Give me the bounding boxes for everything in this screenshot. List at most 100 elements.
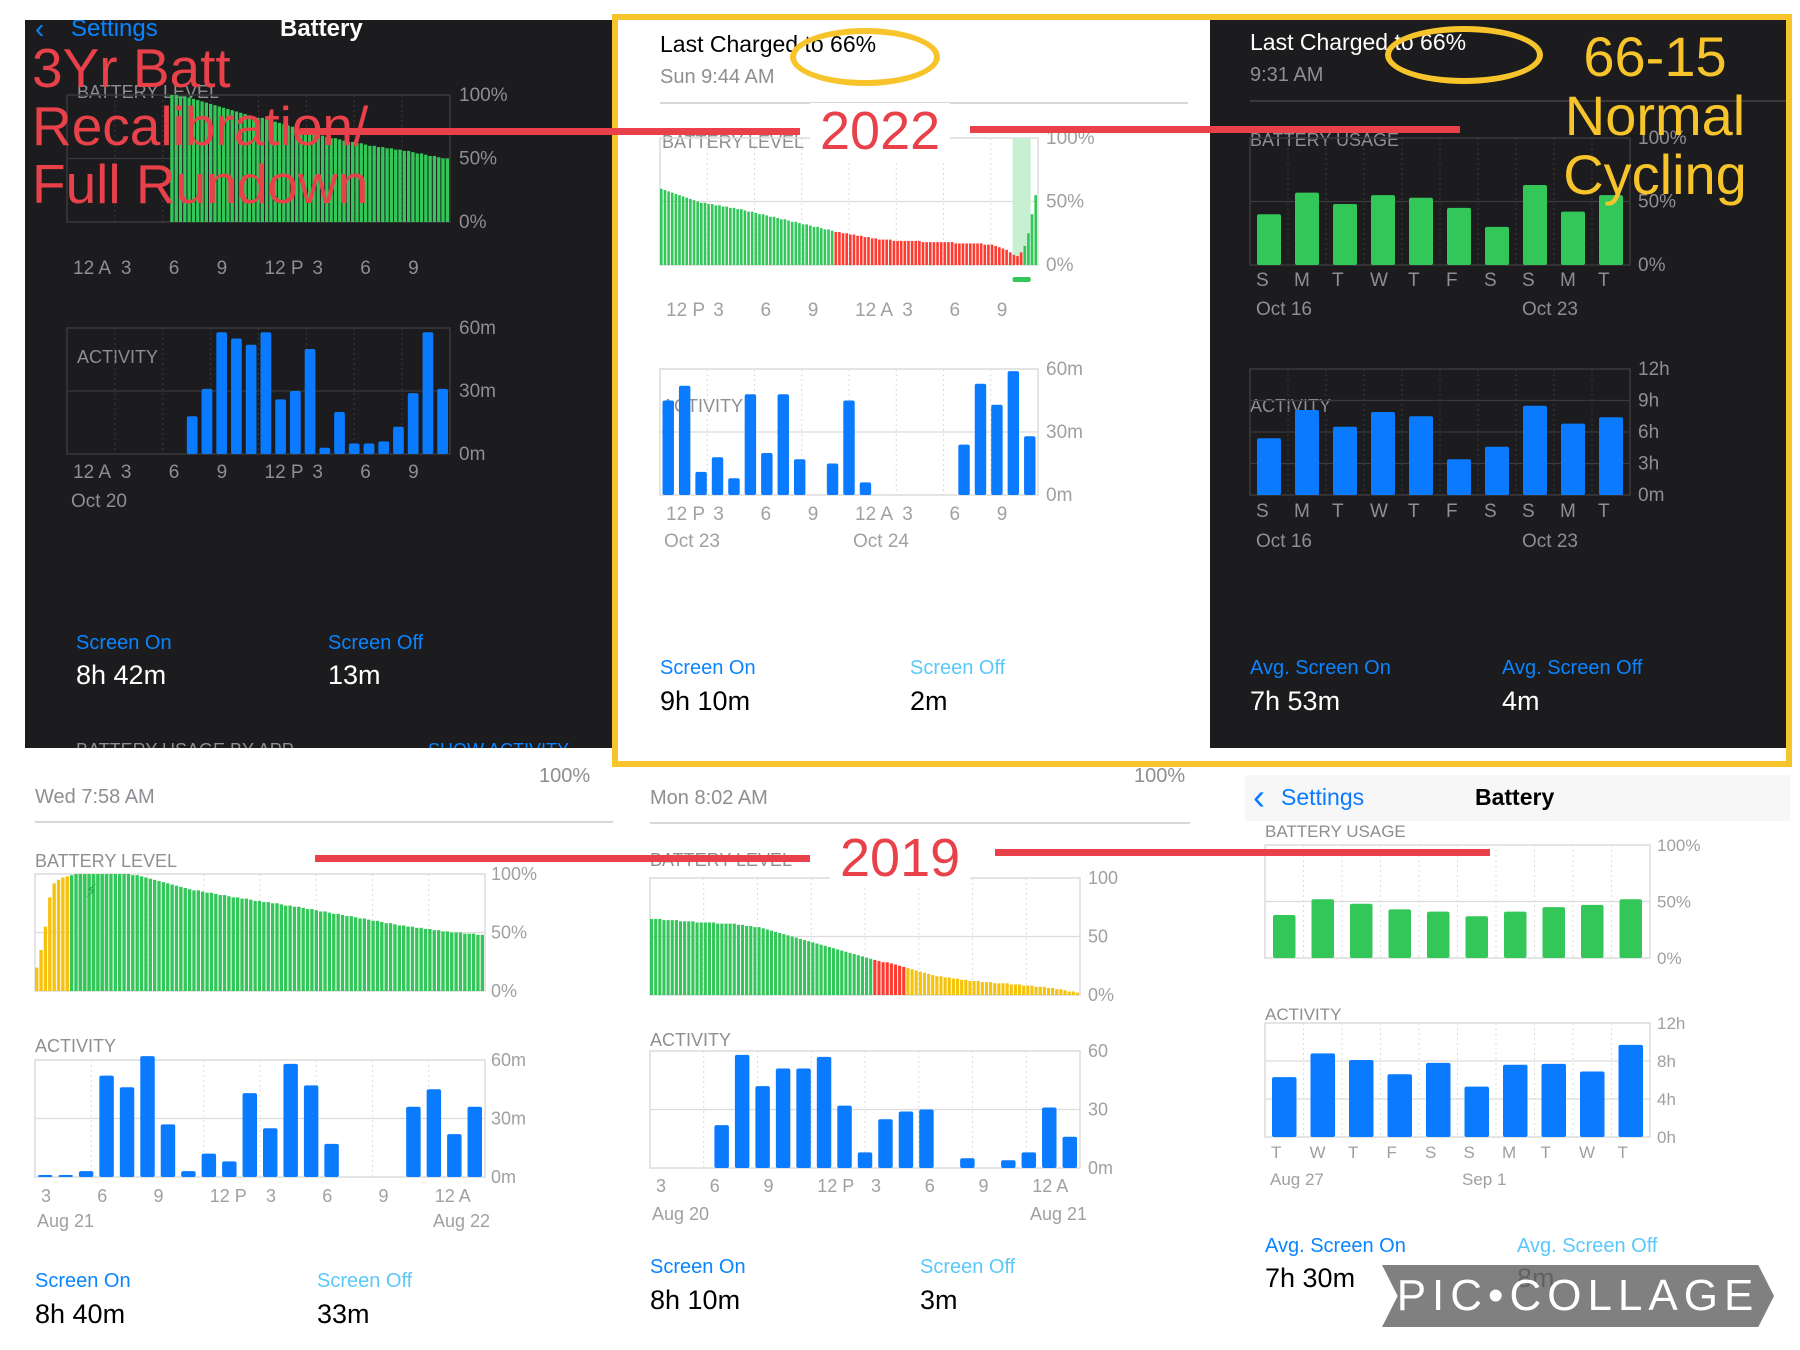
battery-level-bar xyxy=(1027,233,1030,265)
clipped-top-label: 100% xyxy=(1134,765,1185,787)
battery-level-bar xyxy=(993,983,997,995)
activity-bar xyxy=(1062,1136,1077,1168)
battery-level-bar xyxy=(65,876,69,991)
x-date-label: Aug 27 xyxy=(1270,1170,1324,1189)
x-tick-label: T xyxy=(1408,501,1420,522)
battery-level-bar xyxy=(943,242,947,265)
battery-level-bar xyxy=(401,925,406,991)
avg-screen-on-label: Avg. Screen On xyxy=(1250,657,1391,679)
activity-bar xyxy=(1427,911,1450,958)
activity-bar xyxy=(78,1171,94,1177)
x-tick-label: T xyxy=(1332,501,1344,522)
battery-level-bar xyxy=(1055,989,1059,995)
last-charged-time: Mon 8:02 AM xyxy=(650,787,768,809)
battery-level-bar xyxy=(863,237,867,265)
battery-level-bar xyxy=(406,926,410,991)
activity-bar xyxy=(222,1161,237,1177)
activity-bar xyxy=(1581,904,1604,958)
back-button[interactable]: Settings xyxy=(1281,784,1364,810)
battery-level-bar xyxy=(984,982,989,995)
activity-bar xyxy=(826,463,839,495)
battery-level-bar xyxy=(845,233,848,265)
battery-level-bar xyxy=(213,105,217,222)
y-tick-label: 0h xyxy=(1657,1128,1676,1147)
battery-level-bar xyxy=(787,220,790,265)
battery-level-bar xyxy=(707,204,710,265)
x-tick-label: M xyxy=(1294,501,1310,522)
screen-on-label: Screen On xyxy=(660,657,756,679)
activity-bar xyxy=(958,444,970,495)
activity-bar xyxy=(363,443,375,454)
battery-level-bar xyxy=(834,231,838,265)
x-tick-label: 12 P xyxy=(666,504,705,525)
battery-level-bar xyxy=(314,910,318,991)
battery-level-bar xyxy=(318,911,323,991)
activity-bar xyxy=(1409,197,1433,265)
battery-level-bar xyxy=(222,895,227,991)
battery-level-bar xyxy=(463,933,467,991)
activity-bar xyxy=(960,1158,975,1168)
battery-level-bar xyxy=(782,934,786,995)
battery-level-bar xyxy=(870,238,874,265)
show-activity-link[interactable]: SHOW ACTIVITY xyxy=(428,740,569,748)
battery-level-bar xyxy=(979,243,983,265)
x-tick-label: 6 xyxy=(710,1176,720,1196)
activity-bar xyxy=(426,1089,442,1177)
activity-bar xyxy=(1485,446,1509,495)
back-chevron-icon[interactable]: ‹ xyxy=(35,20,44,44)
battery-level-bar xyxy=(670,920,674,995)
battery-level-bar xyxy=(375,920,380,991)
battery-level-bar xyxy=(678,921,683,995)
battery-level-bar xyxy=(878,239,881,265)
battery-level-bar xyxy=(736,209,739,265)
activity-bar xyxy=(711,457,724,495)
y-tick-label: 0% xyxy=(1046,255,1074,276)
activity-bar xyxy=(1021,1152,1037,1168)
panel-aug21-light: 100% Wed 7:58 AM BATTERY LEVEL ⚡ 100% 50% 0… xyxy=(25,760,615,1335)
battery-level-bar xyxy=(355,143,359,222)
battery-level-bar xyxy=(191,98,196,222)
activity-bar xyxy=(140,1056,155,1177)
activity-bar xyxy=(231,338,242,454)
x-tick-label: W xyxy=(1579,1143,1595,1162)
battery-level-bar xyxy=(692,200,696,265)
battery-level-bar xyxy=(320,135,325,222)
battery-level-bar xyxy=(881,239,885,265)
battery-level-bar xyxy=(840,950,844,995)
screen-off-value: 13m xyxy=(328,660,381,690)
battery-level-bar xyxy=(987,244,990,265)
activity-bar xyxy=(1272,1077,1297,1137)
activity-bar xyxy=(1001,1160,1016,1168)
battery-level-bar xyxy=(798,938,802,995)
battery-level-bar xyxy=(718,205,721,265)
y-tick-label: 50% xyxy=(459,149,497,170)
activity-bar xyxy=(242,1093,257,1177)
battery-level-bar xyxy=(411,152,415,222)
battery-level-bar xyxy=(329,138,333,222)
battery-level-bar xyxy=(157,881,161,991)
back-button[interactable]: Settings xyxy=(71,20,158,42)
battery-level-bar xyxy=(888,239,892,265)
battery-level-bar xyxy=(1017,984,1022,995)
x-tick-label: 12 A xyxy=(855,300,893,321)
battery-level-bar xyxy=(273,121,277,222)
battery-level-bar xyxy=(424,154,428,222)
battery-level-bar xyxy=(1001,248,1005,265)
battery-level-bar xyxy=(297,906,301,991)
y-tick-label: 30 xyxy=(1088,1100,1108,1120)
x-tick-label: F xyxy=(1446,270,1458,291)
battery-level-bar xyxy=(231,897,235,991)
y-tick-label: 3h xyxy=(1638,454,1659,475)
y-tick-label: 60 xyxy=(1088,1041,1108,1061)
battery-level-bar xyxy=(56,879,61,991)
battery-level-bar xyxy=(899,240,903,265)
back-chevron-icon[interactable]: ‹ xyxy=(1253,776,1265,817)
activity-bar xyxy=(58,1175,73,1177)
battery-level-bar xyxy=(1067,991,1071,995)
battery-level-bar xyxy=(750,211,754,265)
battery-level-bar xyxy=(856,235,859,265)
y-tick-label: 50% xyxy=(1657,893,1691,912)
activity-bar xyxy=(734,1054,750,1168)
